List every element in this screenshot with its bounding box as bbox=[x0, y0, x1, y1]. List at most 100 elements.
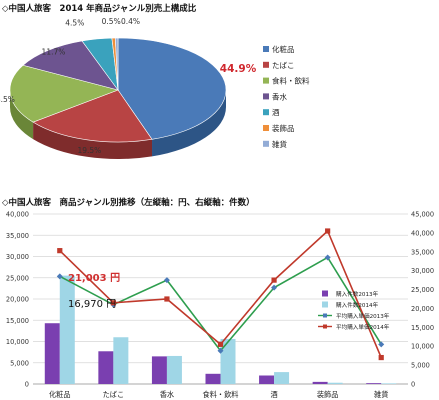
left-tick-label-1: 5,000 bbox=[10, 359, 29, 367]
pie-legend-swatch-4 bbox=[263, 109, 269, 116]
right-axis-ticks: 0 5,000 10,000 15,000 20,000 25,000 30,000 35,0… bbox=[411, 211, 434, 389]
pie-legend-label-5: 装飾品 bbox=[272, 123, 295, 133]
combo-legend-label-2: 平均購入単価2013年 bbox=[336, 312, 390, 320]
left-tick-label-5: 25,000 bbox=[6, 274, 29, 282]
combo-bars bbox=[44, 275, 397, 384]
line-marker-s1-1 bbox=[110, 300, 116, 306]
left-axis-ticks: 0 5,000 10,000 15,000 20,000 25,000 30,000 35,0… bbox=[6, 211, 29, 389]
line-marker-s1-5 bbox=[325, 228, 331, 234]
right-tick-label-3: 15,000 bbox=[411, 324, 434, 332]
line-marker-s1-4 bbox=[271, 277, 277, 283]
pie-legend-swatch-0 bbox=[263, 46, 269, 52]
combo-legend-marker-3 bbox=[323, 324, 327, 329]
bar-s0-5 bbox=[312, 381, 328, 384]
left-tick-label-2: 10,000 bbox=[6, 338, 29, 346]
pie-slice-1 bbox=[32, 89, 153, 143]
pie-legend-label-6: 雑貨 bbox=[272, 139, 287, 149]
pie-legend-label-4: 酒 bbox=[272, 108, 280, 117]
category-label-6: 雑貨 bbox=[374, 390, 388, 399]
bar-s0-1 bbox=[98, 351, 114, 384]
pie-slice-3 bbox=[22, 40, 119, 91]
annotation-2014-price: 21,003 円 bbox=[68, 272, 120, 284]
combo-legend-marker-2 bbox=[323, 313, 327, 318]
pie-label-1: 19.5% bbox=[77, 146, 101, 155]
bar-s0-4 bbox=[259, 375, 275, 384]
annotation-2013-price: 16,970 円 bbox=[68, 299, 116, 310]
right-tick-label-0: 0 bbox=[411, 381, 415, 389]
left-tick-label-8: 40,000 bbox=[6, 211, 29, 219]
line-marker-s1-6 bbox=[378, 354, 384, 361]
bar-s1-1 bbox=[113, 337, 129, 384]
category-label-2: 香水 bbox=[160, 390, 174, 399]
pie-chart: 44.9% 19.5% 18.5% 11.7% 4.5% 0.5%0.4% 化粧品たばこ食料… bbox=[0, 17, 310, 159]
pie-label-3: 11.7% bbox=[42, 47, 66, 56]
combo-legend-swatch-0 bbox=[322, 290, 328, 297]
category-label-5: 装飾品 bbox=[317, 390, 339, 399]
pie-legend-label-1: たばこ bbox=[272, 61, 295, 70]
combo-lines bbox=[56, 228, 385, 361]
right-tick-label-2: 10,000 bbox=[411, 343, 434, 351]
bar-s0-0 bbox=[44, 323, 60, 384]
line-marker-s0-6 bbox=[378, 341, 385, 348]
pie-slice-6 bbox=[114, 37, 119, 91]
left-tick-label-7: 35,000 bbox=[6, 232, 29, 240]
line-marker-s0-5 bbox=[324, 254, 331, 261]
annotations: 21,003 円 16,970 円 bbox=[68, 272, 120, 310]
combo-chart: 0 5,000 10,000 15,000 20,000 25,000 30,000 35,0… bbox=[6, 211, 434, 400]
right-tick-label-7: 35,000 bbox=[411, 248, 434, 256]
pie-label-2: 18.5% bbox=[0, 95, 15, 104]
pie-slice-2 bbox=[9, 64, 119, 123]
category-label-4: 酒 bbox=[270, 390, 277, 399]
left-tick-label-6: 30,000 bbox=[6, 253, 29, 261]
category-label-1: たばこ bbox=[103, 390, 125, 399]
pie-label-4: 4.5% bbox=[65, 18, 84, 27]
line-marker-s0-0 bbox=[56, 273, 63, 280]
right-tick-label-4: 20,000 bbox=[411, 305, 434, 313]
combo-legend-label-0: 購入件数2013年 bbox=[336, 290, 379, 298]
pie-side-2 bbox=[10, 90, 34, 140]
left-tick-label-4: 20,000 bbox=[6, 296, 29, 304]
pie-label-6: 0.4% bbox=[121, 17, 140, 26]
bar-s0-2 bbox=[151, 356, 167, 384]
pie-chart-title: ◇中国人旅客 2014 年商品ジャンル別売上構成比 bbox=[2, 4, 197, 14]
combo-chart-title: ◇中国人旅客 商品ジャンル別推移（左縦軸：円、右縦軸：件数） bbox=[2, 198, 255, 208]
pie-legend-swatch-2 bbox=[263, 77, 269, 84]
combo-legend-label-3: 平均購入単価2014年 bbox=[336, 323, 390, 331]
pie-label-0: 44.9% bbox=[220, 63, 257, 75]
category-label-0: 化粧品 bbox=[49, 390, 71, 399]
bar-s0-6 bbox=[366, 383, 382, 384]
bar-s1-4 bbox=[274, 372, 290, 384]
line-marker-s0-3 bbox=[217, 347, 224, 354]
line-marker-s0-4 bbox=[271, 284, 278, 291]
category-label-3: 食料・飲料 bbox=[203, 390, 239, 399]
pie-legend-swatch-6 bbox=[263, 140, 269, 147]
right-tick-label-9: 45,000 bbox=[411, 211, 434, 219]
pie-legend-swatch-5 bbox=[263, 125, 269, 131]
left-tick-label-0: 0 bbox=[25, 381, 29, 389]
line-series-1 bbox=[59, 229, 382, 358]
right-tick-label-5: 25,000 bbox=[411, 286, 434, 294]
bar-s1-6 bbox=[381, 383, 397, 384]
pie-legend-label-0: 化粧品 bbox=[272, 44, 295, 54]
pie-value-labels: 44.9% 19.5% 18.5% 11.7% 4.5% 0.5%0.4% bbox=[0, 17, 257, 155]
pie-slices bbox=[9, 37, 227, 143]
left-tick-label-3: 15,000 bbox=[6, 317, 29, 325]
pie-slice-0 bbox=[117, 37, 227, 140]
bar-s0-3 bbox=[205, 373, 221, 384]
bar-s1-0 bbox=[59, 275, 75, 384]
line-marker-s0-2 bbox=[163, 277, 170, 284]
line-marker-s1-3 bbox=[217, 341, 224, 347]
category-labels: 化粧品 たばこ 香水 食料・飲料 酒 装飾品 雑貨 bbox=[49, 390, 388, 399]
pie-legend-label-3: 香水 bbox=[272, 91, 287, 101]
pie-legend-swatch-1 bbox=[263, 61, 269, 68]
pie-legend-label-2: 食料・飲料 bbox=[272, 76, 310, 86]
line-marker-s1-2 bbox=[164, 296, 170, 302]
bar-s1-3 bbox=[220, 338, 236, 384]
pie-legend-swatch-3 bbox=[263, 93, 269, 100]
bar-s1-2 bbox=[166, 355, 182, 384]
right-tick-label-8: 40,000 bbox=[411, 229, 434, 237]
right-tick-label-1: 5,000 bbox=[411, 362, 430, 370]
